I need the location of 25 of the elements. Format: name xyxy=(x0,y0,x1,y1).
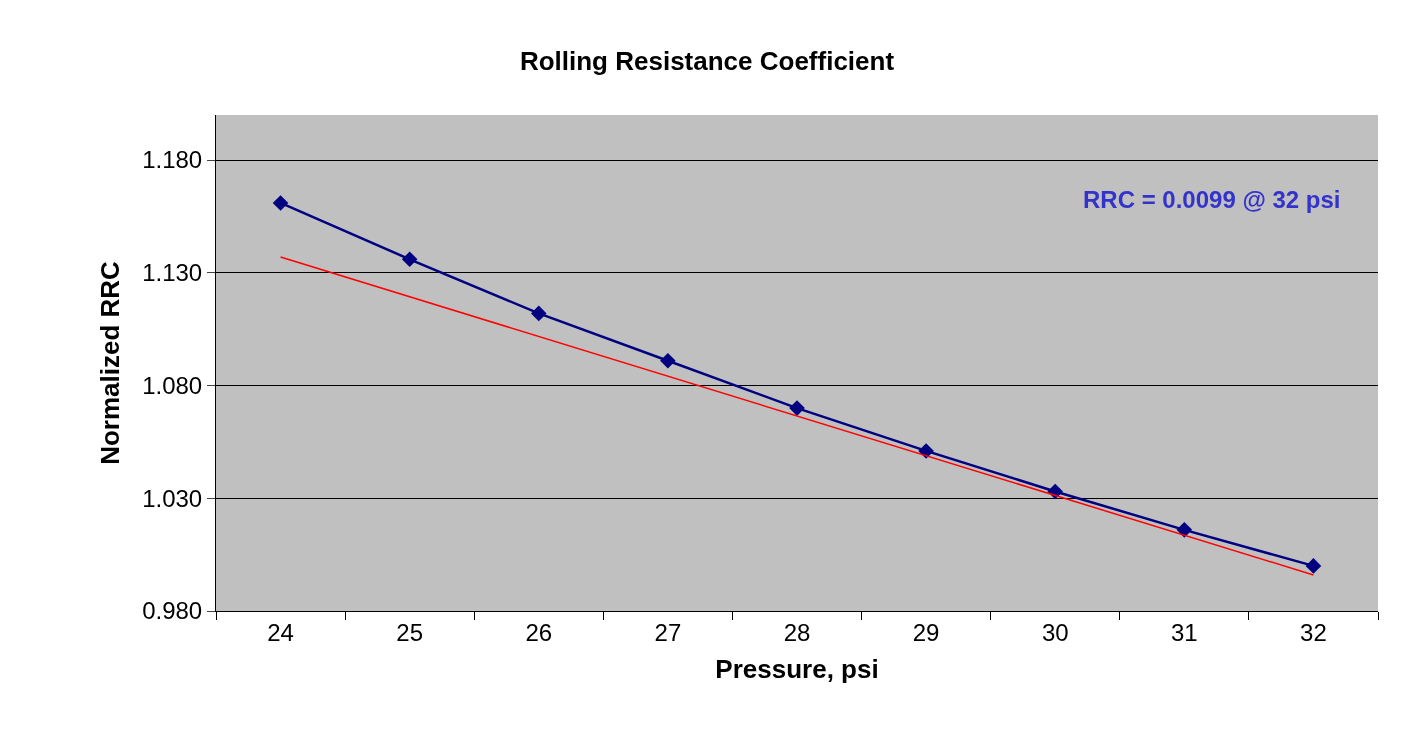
point xyxy=(1176,522,1193,538)
x-tick-label: 32 xyxy=(1300,618,1327,646)
point xyxy=(1305,558,1322,574)
point xyxy=(789,400,805,416)
x-tick-label: 28 xyxy=(783,618,811,646)
x-axis-title: Pressure, psi xyxy=(715,654,879,685)
point xyxy=(401,251,418,268)
x-tick-label: 31 xyxy=(1170,618,1198,646)
x-tick-label: 25 xyxy=(396,618,424,646)
y-tick-label: 1.180 xyxy=(142,146,203,174)
y-tick-label: 1.030 xyxy=(142,484,203,512)
annotation: RRC = 0.0099 @ 32 psi xyxy=(1083,186,1341,213)
y-axis-title: Normalized RRC xyxy=(94,260,125,465)
x-tick-label: 26 xyxy=(525,618,553,646)
point xyxy=(272,195,289,211)
point xyxy=(530,305,547,322)
y-tick-label: 1.080 xyxy=(142,371,203,399)
point xyxy=(660,352,676,369)
x-tick-label: 24 xyxy=(267,618,294,646)
chart-title: Rolling Resistance Coefficient xyxy=(519,46,895,77)
x-tick-label: 30 xyxy=(1041,618,1069,646)
y-tick-label: 1.130 xyxy=(142,259,203,287)
x-tick-label: 29 xyxy=(912,618,940,646)
x-tick-label: 27 xyxy=(654,618,682,646)
y-tick-label: 0.980 xyxy=(142,597,203,625)
